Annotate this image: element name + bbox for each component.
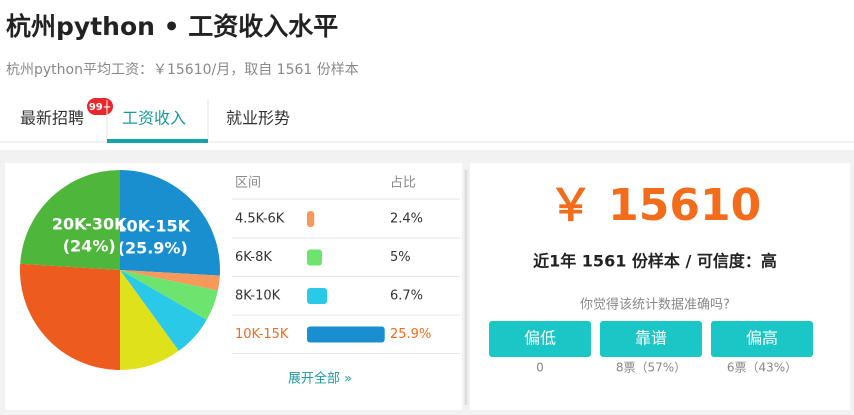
question: 你觉得该统计数据准确吗? [580,297,730,313]
page-title: 杭州python • 工资收入水平 [6,12,338,41]
pie-slice [20,169,120,270]
vote-button[interactable] [711,321,813,357]
vote-button[interactable] [600,321,702,357]
pie-value-label: (24%) [63,237,116,256]
share-bar [307,288,328,304]
share-label: 2.4% [390,212,423,227]
vote-count: 0 [536,361,544,375]
pie-slice [19,263,120,370]
range-label: 4.5K-6K [235,212,285,227]
table-header: 区间 [235,176,261,191]
range-label: 8K-10K [235,289,281,304]
share-label: 5% [390,250,411,265]
pie-category-label: 10K-15K [115,217,190,236]
tab[interactable]: 工资收入 [122,109,186,128]
vote-count: 8票（57%） [616,361,686,375]
share-label: 25.9% [390,327,431,342]
pie-slice [120,270,179,370]
share-bar [307,326,385,343]
share-bar [307,211,315,227]
vote-button[interactable] [489,321,591,357]
sample-info: 近1年 1561 份样本 / 可信度：高 [533,252,777,271]
range-label: 6K-8K [235,250,272,265]
pie-slice [120,270,207,351]
table-header: 占比 [390,176,416,191]
share-label: 6.7% [390,289,423,304]
right-panel [470,163,850,410]
pie-value-label: (25.9%) [118,239,188,258]
pie-slice [120,270,220,291]
pie-slice [120,270,218,320]
vote-label[interactable]: 偏低 [524,329,556,348]
tab[interactable]: 最新招聘 [20,109,84,128]
share-bar [307,249,322,266]
badge: 99+ [89,102,111,113]
range-label: 10K-15K [235,327,289,342]
expand-link[interactable]: 展开全部 » [288,371,352,387]
vote-label[interactable]: 偏高 [746,329,778,348]
subtitle: 杭州python平均工资：￥15610/月，取自 1561 份样本 [6,62,359,78]
tab-underline [107,139,208,143]
vote-count: 6票（43%） [727,361,797,375]
avg-salary: ￥ 15610 [549,180,761,231]
pie-slice [120,170,220,276]
vote-label[interactable]: 靠谱 [635,329,667,348]
pie-category-label: 20K-30K [52,215,127,234]
tab[interactable]: 就业形势 [226,109,290,128]
